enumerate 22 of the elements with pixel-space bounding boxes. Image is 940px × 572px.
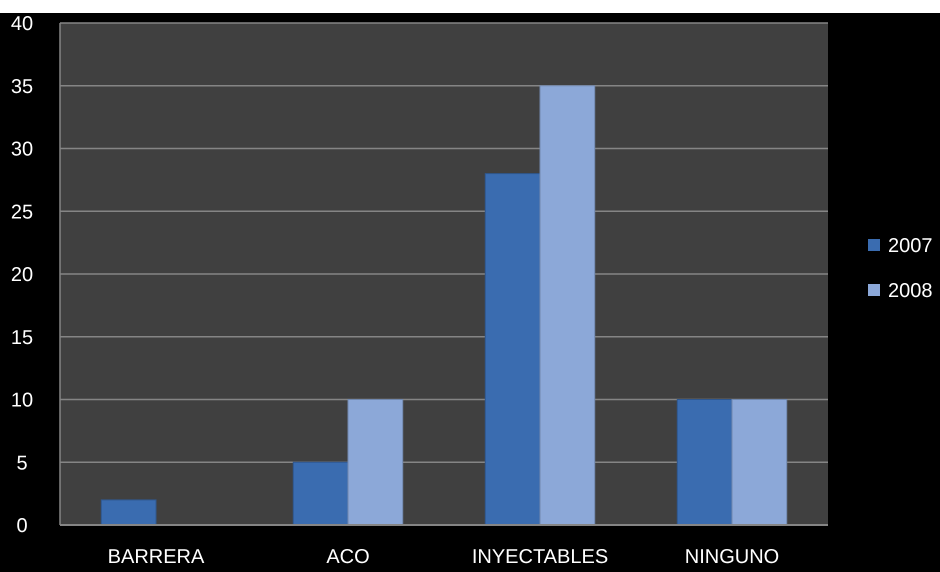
y-tick-label: 30: [10, 138, 34, 160]
legend-label: 2007: [888, 235, 932, 257]
bar: [732, 399, 788, 526]
x-tick-label: ACO: [326, 546, 370, 568]
y-tick-label: 0: [16, 515, 28, 537]
x-tick-label: BARRERA: [108, 546, 205, 568]
bar: [292, 462, 348, 526]
y-tick-label: 40: [10, 13, 34, 35]
y-tick-label: 10: [10, 390, 34, 412]
y-tick-label: 20: [10, 264, 34, 286]
x-tick-label: NINGUNO: [684, 546, 780, 568]
y-tick-label: 25: [10, 201, 34, 224]
bar: [676, 399, 732, 526]
x-tick-label: INYECTABLES: [472, 546, 608, 568]
y-tick-label: 5: [16, 452, 28, 474]
y-tick-label: 35: [10, 76, 34, 98]
bar: [348, 399, 404, 526]
bar: [100, 499, 156, 526]
y-tick-label: 15: [10, 326, 34, 349]
bar: [540, 85, 596, 526]
legend-label: 2008: [888, 280, 932, 302]
bar: [484, 173, 540, 526]
